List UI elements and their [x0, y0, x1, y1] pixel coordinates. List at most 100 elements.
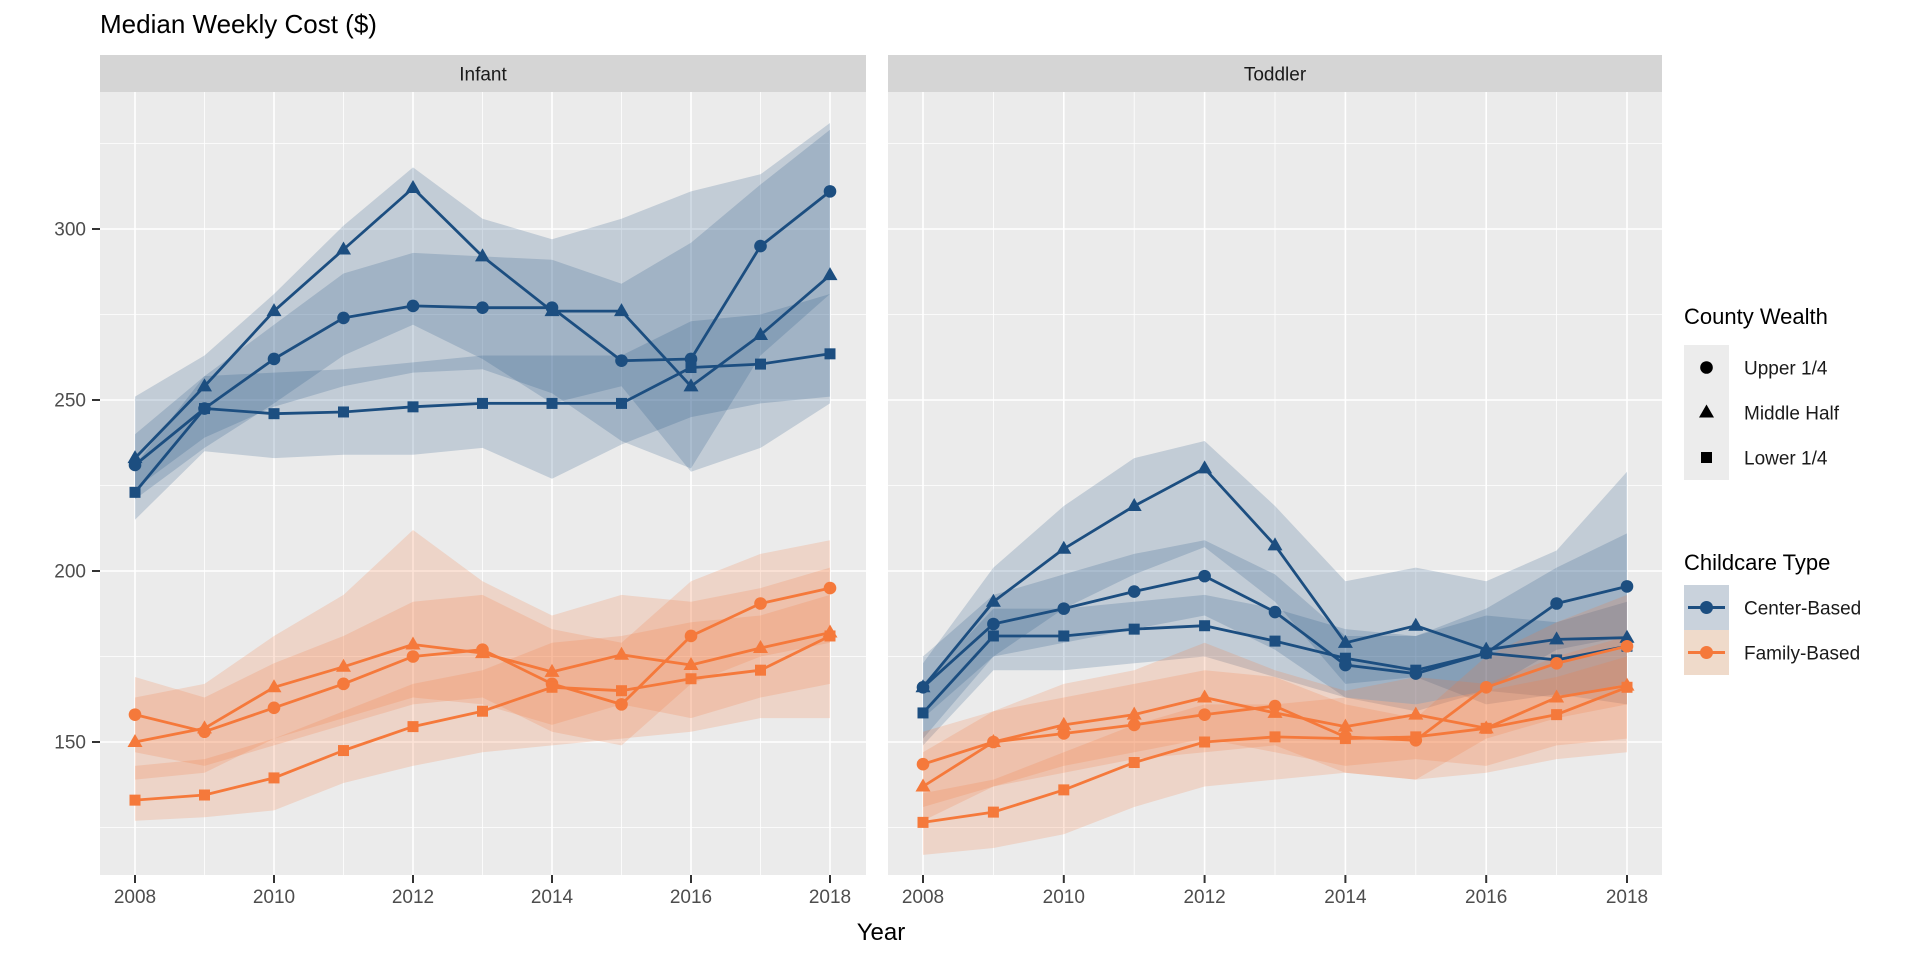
marker-square — [685, 362, 697, 374]
legend-item-label: Middle Half — [1744, 404, 1840, 425]
marker-triangle — [266, 303, 282, 317]
x-tick-label: 2014 — [1324, 887, 1367, 908]
marker-square — [546, 397, 558, 409]
marker-square — [755, 358, 766, 370]
marker-square — [1058, 630, 1070, 642]
marker-square — [1339, 733, 1351, 745]
marker-circle — [1620, 580, 1634, 593]
marker-triangle — [1337, 634, 1353, 648]
y-tick-label: 200 — [54, 562, 86, 583]
x-tick-label: 2012 — [1183, 887, 1225, 908]
legend-circle-icon — [1700, 361, 1713, 374]
legend-item-label: Upper 1/4 — [1744, 359, 1828, 380]
panel-plot-area — [100, 92, 866, 875]
legend-item-label: Center-Based — [1744, 599, 1861, 620]
marker-square — [755, 664, 766, 676]
marker-circle — [1127, 718, 1141, 732]
x-tick-label: 2018 — [1606, 887, 1648, 908]
marker-circle — [267, 701, 281, 715]
x-tick-label: 2018 — [809, 887, 851, 908]
marker-triangle — [1408, 617, 1424, 631]
legend-point-icon — [1700, 601, 1713, 614]
marker-square — [1269, 635, 1281, 647]
marker-square — [268, 408, 280, 420]
marker-circle — [337, 311, 350, 325]
marker-square — [268, 772, 280, 784]
marker-circle — [823, 185, 837, 198]
series-markers-toddler-familybased-square — [917, 681, 1633, 828]
marker-circle — [615, 698, 628, 711]
marker-circle — [1198, 708, 1211, 721]
marker-square — [987, 806, 999, 818]
marker-triangle — [1267, 537, 1283, 551]
y-tick-label: 300 — [54, 220, 86, 241]
marker-triangle — [614, 303, 629, 317]
legend-county-wealth-title: County Wealth — [1684, 304, 1828, 329]
marker-square — [199, 403, 210, 415]
marker-square — [129, 486, 141, 498]
ribbon-toddler-centerbased-circle — [923, 533, 1627, 719]
marker-triangle — [405, 179, 421, 193]
marker-circle — [1550, 597, 1563, 610]
x-tick-label: 2016 — [1465, 887, 1507, 908]
marker-triangle — [197, 378, 212, 392]
marker-square — [1269, 731, 1281, 743]
x-tick-label: 2010 — [1043, 887, 1085, 908]
marker-square — [824, 348, 836, 360]
marker-triangle — [266, 679, 282, 693]
legend-item-label: Lower 1/4 — [1744, 449, 1828, 470]
marker-triangle — [985, 593, 1001, 607]
x-tick-label: 2008 — [114, 887, 156, 908]
x-tick-label: 2012 — [392, 887, 434, 908]
marker-square — [1410, 731, 1422, 743]
marker-triangle — [614, 646, 629, 660]
ribbon-toddler-familybased-square — [923, 656, 1627, 855]
marker-triangle — [915, 679, 931, 693]
series-markers-toddler-centerbased-triangle — [915, 460, 1635, 693]
legend-item-label: Family-Based — [1744, 644, 1860, 665]
marker-circle — [337, 677, 350, 691]
marker-circle — [1127, 585, 1141, 598]
marker-triangle — [753, 639, 768, 653]
marker-triangle — [683, 657, 699, 671]
marker-square — [407, 401, 419, 413]
legend-panel: County Wealth Upper 1/4 Middle Half Lower 1… — [1684, 304, 1861, 675]
x-tick-label: 2010 — [253, 887, 295, 908]
panel-plot-area — [888, 92, 1662, 875]
marker-square — [477, 397, 488, 409]
marker-square — [616, 685, 627, 697]
marker-square — [1480, 722, 1492, 734]
marker-circle — [1057, 602, 1071, 615]
facet-strip — [100, 55, 866, 92]
x-tick-label: 2014 — [531, 887, 574, 908]
x-tick-label: 2016 — [670, 887, 712, 908]
panel-background — [100, 92, 866, 875]
marker-square — [199, 789, 210, 801]
x-axis-title: Year — [857, 919, 906, 946]
legend-triangle-icon — [1699, 404, 1714, 418]
marker-circle — [615, 354, 628, 367]
marker-square — [1199, 620, 1211, 632]
marker-triangle — [1197, 689, 1213, 703]
marker-square — [1410, 664, 1422, 676]
marker-triangle — [1549, 689, 1565, 703]
marker-triangle — [1197, 460, 1213, 474]
marker-circle — [476, 301, 489, 314]
marker-square — [129, 794, 141, 806]
marker-square — [917, 816, 929, 828]
marker-square — [1128, 757, 1140, 769]
facet-strip — [888, 55, 1662, 92]
marker-circle — [406, 650, 420, 663]
legend-childcare-type-title: Childcare Type — [1684, 550, 1830, 575]
marker-triangle — [822, 267, 838, 281]
marker-triangle — [1267, 704, 1283, 718]
marker-circle — [1620, 639, 1634, 653]
marker-circle — [1479, 680, 1493, 694]
marker-circle — [754, 597, 767, 610]
marker-circle — [406, 299, 420, 313]
marker-triangle — [127, 734, 143, 747]
x-tick-label: 2008 — [902, 887, 944, 908]
marker-triangle — [1337, 718, 1353, 732]
marker-square — [1199, 736, 1211, 748]
